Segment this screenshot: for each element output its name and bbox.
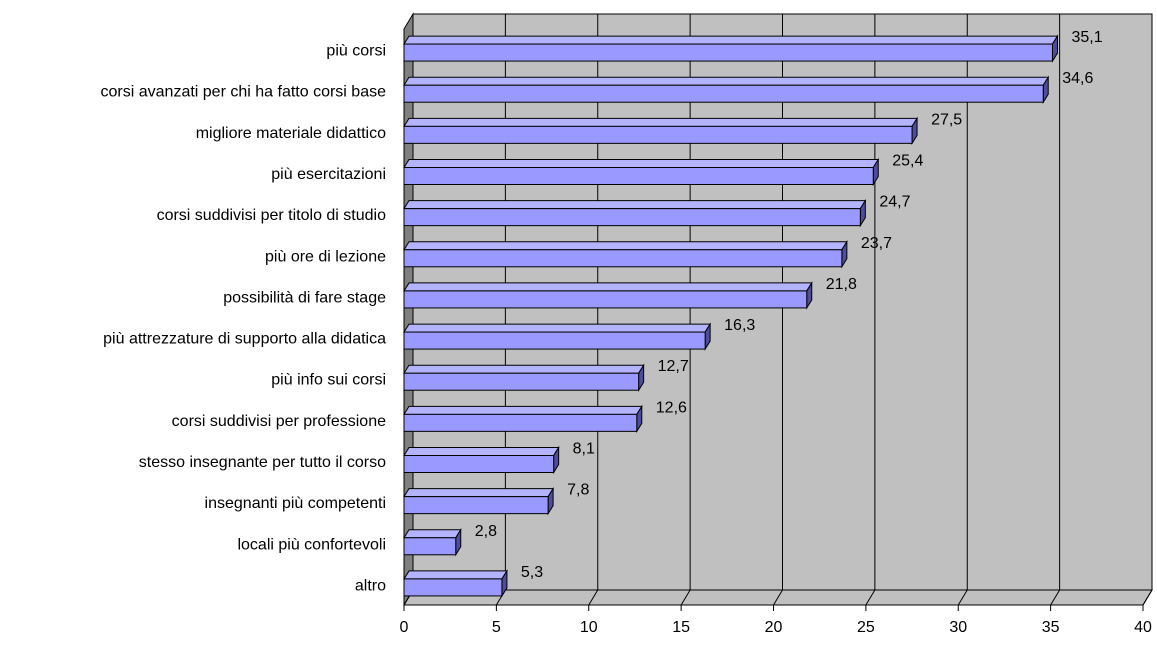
floor-line-25: [865, 589, 876, 606]
bar-front-face: [403, 413, 638, 432]
bar-front-face: [403, 290, 808, 309]
category-label: possibilità di fare stage: [223, 289, 386, 306]
bar: [403, 157, 880, 187]
x-tick-label: 35: [1042, 619, 1060, 636]
floor-line-20: [773, 589, 783, 606]
bar: [403, 116, 918, 146]
bar: [403, 363, 645, 392]
bar-top-face: [403, 323, 712, 333]
value-label: 12,6: [656, 399, 687, 416]
x-tick-label: 5: [492, 619, 501, 636]
category-label: più info sui corsi: [271, 372, 386, 389]
value-label: 16,3: [724, 317, 755, 334]
floor-line-10: [588, 589, 599, 606]
bar-front-face: [403, 455, 555, 473]
category-label: più corsi: [326, 43, 386, 60]
value-label: 35,1: [1071, 29, 1102, 46]
bar-front-face: [403, 496, 549, 515]
bar-front-face: [403, 578, 503, 597]
value-label: 8,1: [573, 441, 595, 458]
value-label: 12,7: [658, 358, 689, 375]
category-label: altro: [355, 577, 386, 594]
bar-top-face: [403, 76, 1050, 86]
bar-front-face: [403, 331, 706, 350]
category-labels: più corsi corsi avanzati per chi ha fatto…: [101, 43, 387, 595]
category-label: più ore di lezione: [265, 248, 386, 265]
category-label: corsi suddivisi per titolo di studio: [157, 207, 387, 224]
bar: [403, 445, 560, 475]
bar-top-face: [403, 159, 880, 168]
bar: [403, 281, 813, 310]
value-label: 27,5: [931, 111, 962, 128]
bar-top-face: [403, 405, 643, 415]
bar-top-face: [403, 200, 867, 210]
floor-line-35: [1050, 589, 1061, 606]
value-label: 23,7: [861, 235, 892, 252]
bar: [403, 486, 555, 516]
bar-top-face: [403, 529, 462, 539]
bar: [403, 198, 867, 228]
bar: [403, 322, 712, 351]
floor-line-40: [1142, 589, 1153, 606]
value-label: 24,7: [879, 194, 910, 211]
bar-top-face: [403, 282, 813, 292]
bar: [403, 240, 848, 269]
value-label: 5,3: [521, 564, 543, 581]
bar-top-face: [403, 570, 508, 580]
x-axis: 0 5 10 15 20 25 30 35 40: [400, 604, 1152, 636]
x-tick-label: 30: [949, 619, 967, 636]
category-label: corsi suddivisi per professione: [172, 413, 386, 430]
x-tick-label: 25: [857, 619, 875, 636]
value-label: 25,4: [892, 153, 923, 170]
bar: [403, 75, 1050, 104]
bar-top-face: [403, 241, 848, 251]
category-label: migliore materiale didattico: [196, 125, 386, 142]
value-labels: 35,1 34,6 27,5 25,4 24,7 23,7 21,8 16,3 12,7 12,6…: [475, 29, 1103, 581]
bar-front-face: [403, 249, 843, 268]
bar-front-face: [403, 43, 1053, 62]
floor-line-30: [957, 589, 968, 606]
bar-front-face: [403, 208, 861, 227]
x-tick-label: 0: [400, 619, 409, 636]
value-label: 34,6: [1062, 70, 1093, 87]
value-label: 2,8: [475, 523, 497, 540]
bar-top-face: [403, 447, 560, 456]
category-label: più esercitazioni: [271, 166, 386, 183]
category-label: più attrezzature di supporto alla didati…: [103, 331, 386, 348]
category-label: corsi avanzati per chi ha fatto corsi ba…: [101, 84, 387, 101]
bar: [403, 34, 1059, 63]
bar-front-face: [403, 167, 874, 185]
category-label: locali più confortevoli: [237, 536, 386, 553]
bar-top-face: [403, 117, 918, 127]
category-label: insegnanti più competenti: [205, 495, 386, 512]
bar: [403, 569, 508, 598]
bar-top-face: [403, 488, 555, 498]
bar-front-face: [403, 125, 913, 144]
bar-top-face: [403, 364, 645, 374]
floor-line-15: [680, 589, 691, 606]
bar-front-face: [403, 372, 640, 391]
x-tick-label: 40: [1134, 619, 1152, 636]
bar-front-face: [403, 537, 457, 556]
x-tick-label: 10: [580, 619, 598, 636]
value-label: 21,8: [826, 276, 857, 293]
x-tick-label: 20: [765, 619, 783, 636]
category-label: stesso insegnante per tutto il corso: [139, 454, 386, 471]
bars: [403, 34, 1059, 598]
bar-front-face: [403, 84, 1044, 103]
bar: [403, 528, 462, 557]
value-label: 7,8: [567, 482, 589, 499]
bar: [403, 404, 643, 434]
x-tick-label: 15: [672, 619, 690, 636]
bar-top-face: [403, 35, 1059, 45]
